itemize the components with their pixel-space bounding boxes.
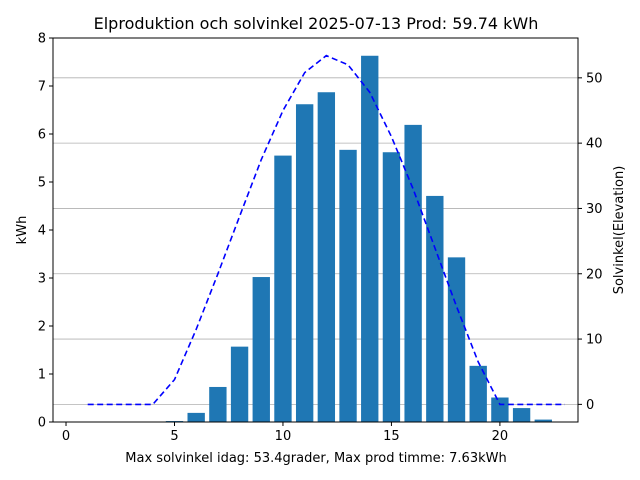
bar: [317, 92, 336, 423]
chart-title: Elproduktion och solvinkel 2025-07-13 Pr…: [94, 14, 539, 33]
plot-frame: [52, 37, 579, 423]
y2-tick-label: 50: [586, 71, 603, 86]
bar: [339, 149, 357, 422]
y-tick-label: 7: [38, 80, 46, 95]
y-tick-label: 2: [38, 320, 46, 335]
y-axis-label: kWh: [15, 216, 30, 245]
y2-tick-label: 0: [586, 398, 594, 413]
bar: [404, 124, 422, 422]
elevation-series: [87, 54, 565, 406]
bar: [491, 397, 509, 422]
bar: [447, 257, 466, 422]
bar: [426, 195, 444, 422]
bar: [252, 277, 270, 422]
y-tick-label: 1: [38, 368, 46, 383]
y2-axis-label: Solvinkel(Elevation): [612, 166, 627, 295]
y-tick-label: 5: [38, 176, 46, 191]
y2-tick-label: 30: [586, 202, 603, 217]
bar: [534, 419, 552, 422]
y-tick-label: 0: [38, 416, 46, 431]
bar-series: [165, 55, 552, 423]
x-tick-label: 5: [170, 429, 178, 444]
elevation-line: [87, 54, 565, 406]
y2-tick-label: 40: [586, 137, 603, 152]
bar: [295, 104, 314, 423]
y-tick-label: 6: [38, 128, 46, 143]
y2-tick-label: 10: [586, 333, 603, 348]
x-tick-label: 10: [275, 429, 292, 444]
bar: [209, 386, 227, 422]
grid-lines: [53, 77, 578, 405]
x-tick-label: 15: [383, 429, 400, 444]
x-tick-label: 20: [492, 429, 509, 444]
x-axis-label: Max solvinkel idag: 53.4grader, Max prod…: [125, 451, 506, 466]
y-tick-label: 8: [38, 32, 46, 47]
y2-tick-label: 20: [586, 267, 603, 282]
y-tick-label: 3: [38, 272, 46, 287]
bar: [230, 346, 249, 422]
bar: [187, 412, 205, 422]
bar: [274, 155, 292, 422]
bar: [361, 55, 379, 422]
bar: [382, 152, 401, 423]
x-tick-label: 0: [62, 429, 70, 444]
y-tick-label: 4: [38, 224, 46, 239]
bar: [469, 365, 487, 422]
bar: [512, 408, 531, 422]
axes: 0 5 10 15 20 0 1 2 3 4 5 6 7 8 0 10 20 30 40 50: [38, 32, 603, 445]
